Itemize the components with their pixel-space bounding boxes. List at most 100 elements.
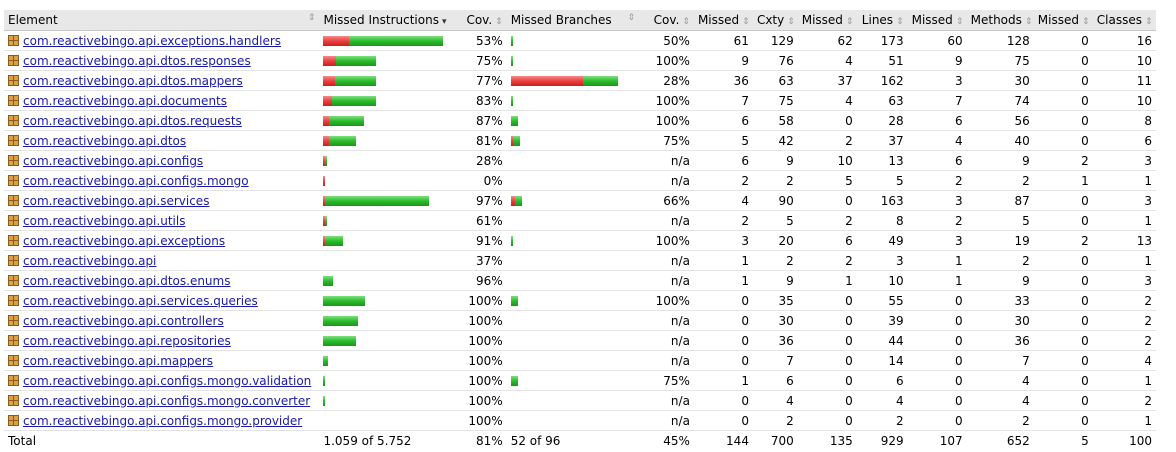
package-link[interactable]: com.reactivebingo.api.services.queries	[23, 293, 258, 308]
col-element[interactable]: Element ⇕	[4, 10, 320, 31]
missed-lines-cell: 5	[797, 170, 857, 191]
branches-bar	[511, 316, 635, 326]
missed-cxty-cell: 4	[693, 190, 753, 211]
methods-cell: 87	[966, 190, 1034, 211]
col-missed-lines[interactable]: Missed ⇕	[797, 10, 857, 31]
package-icon	[8, 154, 19, 166]
instructions-coverage: 61%	[449, 210, 507, 231]
package-link[interactable]: com.reactivebingo.api.dtos.responses	[23, 53, 251, 68]
package-link[interactable]: com.reactivebingo.api.dtos.enums	[23, 273, 231, 288]
total-branch-cov: 45%	[638, 430, 694, 450]
missed-cxty-cell: 1	[693, 270, 753, 291]
cxty-cell: 76	[752, 50, 798, 71]
missed-methods-cell: 60	[907, 30, 967, 51]
missed-lines-cell: 2	[797, 130, 857, 151]
instructions-coverage: 96%	[449, 270, 507, 291]
missed-cxty-cell: 0	[693, 390, 753, 411]
col-missed-methods[interactable]: Missed ⇕	[907, 10, 967, 31]
package-link[interactable]: com.reactivebingo.api.configs.mongo.conv…	[23, 393, 311, 408]
instructions-coverage: 77%	[449, 70, 507, 91]
package-link[interactable]: com.reactivebingo.api.configs.mongo.vali…	[23, 373, 312, 388]
package-link[interactable]: com.reactivebingo.api.dtos	[23, 133, 187, 148]
package-link[interactable]: com.reactivebingo.api.configs	[23, 153, 204, 168]
sort-icon: ⇕	[627, 13, 635, 23]
lines-cell: 28	[856, 110, 908, 131]
classes-cell: 16	[1092, 30, 1156, 51]
missed-cxty-cell: 0	[693, 350, 753, 371]
table-row: com.reactivebingo.api.configs.mongo.conv…	[4, 390, 1156, 411]
lines-cell: 14	[856, 350, 908, 371]
col-lines[interactable]: Lines ⇕	[856, 10, 908, 31]
covered-bar	[510, 55, 513, 66]
branches-bar	[510, 95, 635, 106]
total-missed-methods: 107	[907, 430, 967, 450]
missed-methods-cell: 2	[907, 170, 967, 191]
methods-cell: 30	[966, 70, 1034, 91]
instructions-coverage: 97%	[449, 190, 507, 211]
classes-cell: 2	[1092, 390, 1156, 411]
branches-bar-cell	[506, 370, 639, 391]
package-link[interactable]: com.reactivebingo.api.controllers	[23, 313, 224, 328]
branches-bar	[511, 356, 635, 366]
package-link[interactable]: com.reactivebingo.api.services	[23, 193, 210, 208]
instructions-bar	[323, 215, 445, 226]
col-methods[interactable]: Methods ⇕	[966, 10, 1034, 31]
element-cell: com.reactivebingo.api.dtos.responses	[4, 50, 320, 71]
element-cell: com.reactivebingo.api.repositories	[4, 330, 320, 351]
branches-bar-cell	[506, 410, 639, 431]
instructions-bar-cell	[319, 330, 450, 351]
missed-methods-cell: 0	[907, 290, 967, 311]
package-link[interactable]: com.reactivebingo.api.documents	[23, 93, 228, 108]
col-missed-cxty[interactable]: Missed ⇕	[693, 10, 753, 31]
instructions-bar	[323, 95, 445, 106]
cxty-cell: 9	[752, 270, 798, 291]
cxty-cell: 30	[752, 310, 798, 331]
col-cov-instructions[interactable]: Cov. ⇕	[449, 10, 507, 31]
sort-icon: ⇕	[742, 17, 750, 27]
table-row: com.reactivebingo.api.dtos.mappers 77% 28%…	[4, 70, 1156, 91]
instructions-bar	[323, 35, 445, 46]
col-cov-branches[interactable]: Cov. ⇕	[638, 10, 694, 31]
branches-bar	[511, 256, 635, 266]
table-row: com.reactivebingo.api.exceptions 91% 100% 3…	[4, 230, 1156, 251]
package-icon	[8, 394, 19, 406]
col-cxty[interactable]: Cxty ⇕	[752, 10, 798, 31]
element-cell: com.reactivebingo.api.exceptions.handler…	[4, 30, 320, 51]
instructions-bar	[323, 295, 445, 306]
element-cell: com.reactivebingo.api.exceptions	[4, 230, 320, 251]
covered-bar	[510, 115, 518, 126]
col-missed-instructions[interactable]: Missed Instructions ▾	[319, 10, 450, 31]
lines-cell: 13	[856, 150, 908, 171]
missed-lines-cell: 4	[797, 90, 857, 111]
instructions-bar	[323, 395, 445, 406]
branches-bar	[510, 235, 635, 246]
instructions-bar	[323, 275, 445, 286]
instructions-bar-cell	[319, 270, 450, 291]
col-classes[interactable]: Classes ⇕	[1092, 10, 1156, 31]
missed-lines-cell: 0	[797, 330, 857, 351]
package-link[interactable]: com.reactivebingo.api.exceptions	[23, 233, 226, 248]
package-link[interactable]: com.reactivebingo.api.configs.mongo	[23, 173, 249, 188]
lines-cell: 10	[856, 270, 908, 291]
missed-bar	[510, 75, 583, 86]
package-link[interactable]: com.reactivebingo.api.configs.mongo.prov…	[23, 413, 303, 428]
element-cell: com.reactivebingo.api.configs.mongo	[4, 170, 320, 191]
package-link[interactable]: com.reactivebingo.api.mappers	[23, 353, 214, 368]
col-missed-branches[interactable]: Missed Branches ⇕	[506, 10, 639, 31]
branches-coverage: n/a	[638, 150, 694, 171]
instructions-coverage: 37%	[449, 250, 507, 271]
col-missed-classes[interactable]: Missed ⇕	[1033, 10, 1093, 31]
instructions-bar-cell	[319, 70, 450, 91]
package-link[interactable]: com.reactivebingo.api.utils	[23, 213, 186, 228]
branches-coverage: n/a	[638, 390, 694, 411]
package-link[interactable]: com.reactivebingo.api.dtos.requests	[23, 113, 242, 128]
missed-classes-cell: 0	[1033, 370, 1093, 391]
cxty-cell: 90	[752, 190, 798, 211]
package-link[interactable]: com.reactivebingo.api.repositories	[23, 333, 231, 348]
package-link[interactable]: com.reactivebingo.api.exceptions.handler…	[23, 33, 282, 48]
coverage-table: Element ⇕ Missed Instructions ▾ Cov. ⇕ Miss…	[4, 10, 1156, 450]
package-link[interactable]: com.reactivebingo.api	[23, 253, 157, 268]
classes-cell: 2	[1092, 310, 1156, 331]
package-link[interactable]: com.reactivebingo.api.dtos.mappers	[23, 73, 243, 88]
